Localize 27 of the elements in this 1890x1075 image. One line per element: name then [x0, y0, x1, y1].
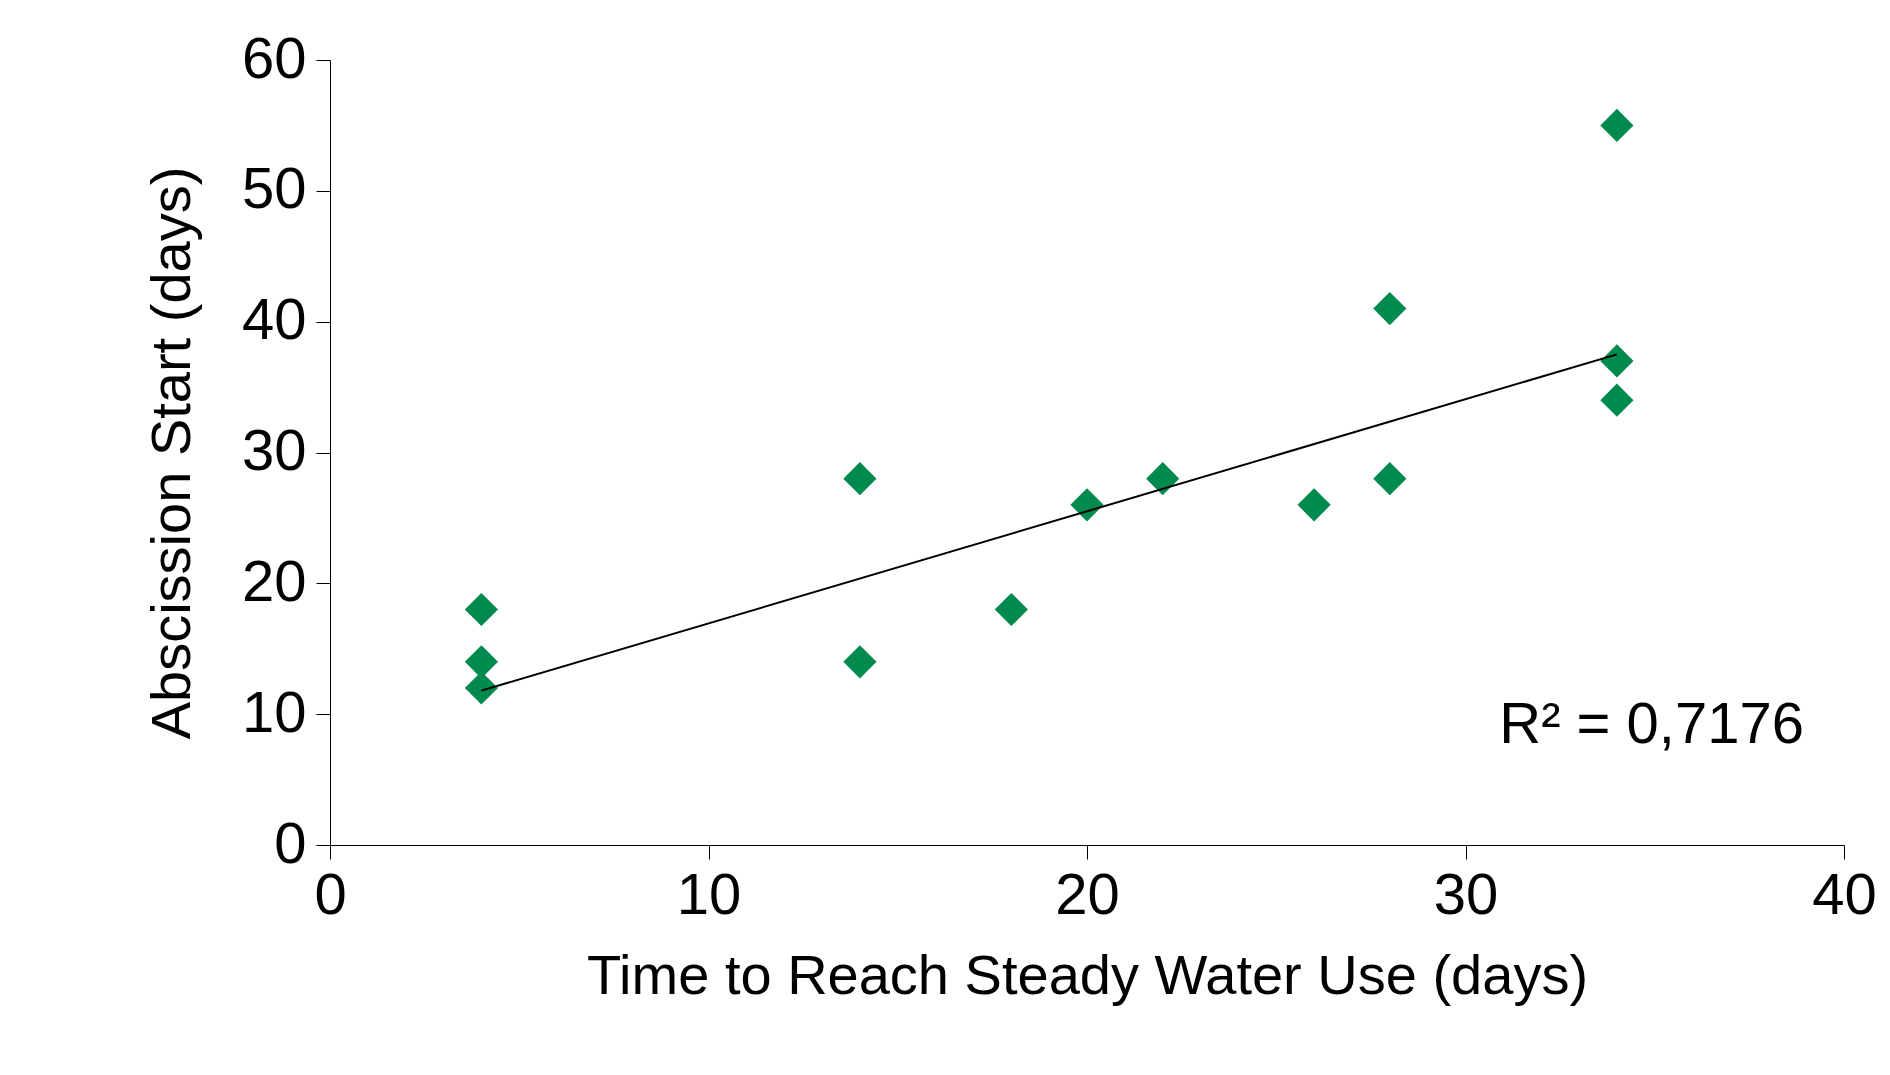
y-tick-label: 0 [274, 809, 307, 875]
point [1600, 383, 1634, 417]
point [843, 462, 877, 496]
y-tick-label: 10 [241, 678, 307, 744]
y-tick-label: 50 [241, 155, 307, 221]
y-tick-label: 30 [241, 417, 307, 482]
point [1373, 462, 1407, 496]
point [1146, 462, 1180, 496]
y-axis-title: Abscission Start (days) [138, 166, 202, 740]
y-tick-label: 40 [241, 286, 307, 352]
x-tick-label: 40 [1812, 860, 1877, 926]
point [1600, 108, 1634, 142]
point [1297, 488, 1331, 522]
x-tick-label: 10 [676, 860, 742, 926]
point [1070, 488, 1104, 522]
y-tick-label: 20 [241, 547, 307, 613]
annotation: R² = 0,7176 [1499, 690, 1804, 755]
point [994, 592, 1028, 627]
x-tick-label: 30 [1433, 860, 1499, 926]
x-tick-label: 20 [1055, 860, 1120, 926]
point [843, 645, 877, 679]
x-tick-label: 0 [314, 860, 347, 926]
point [1373, 292, 1407, 326]
point [464, 592, 498, 627]
y-tick-label: 60 [241, 24, 307, 90]
x-axis-title: Time to Reach Steady Water Use (days) [586, 942, 1589, 1006]
point [1600, 344, 1634, 378]
